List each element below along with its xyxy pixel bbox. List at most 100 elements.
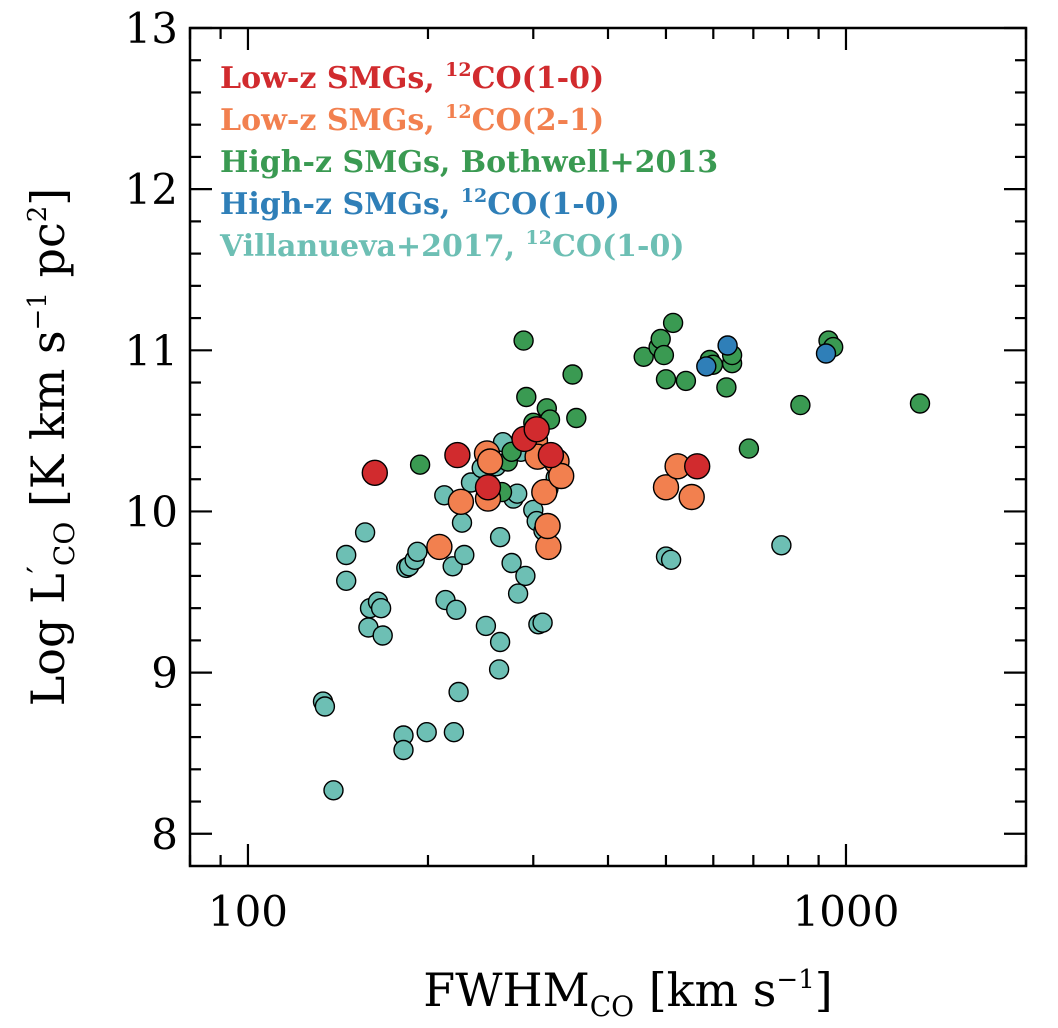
data-point-s1-9 [562,364,583,385]
data-point-s0-4 [336,570,357,591]
data-point-s4-4 [523,416,550,443]
data-point-s4-1 [444,441,471,469]
legend-entry-4: Low-z SMGs, 12CO(1-0) [220,59,604,96]
data-point-s0-5 [354,522,376,543]
data-point-s3-9 [534,512,561,540]
data-point-s0-39 [515,565,536,587]
data-point-s3-7 [531,478,558,506]
data-point-s0-2 [323,780,344,801]
x-tick-label: 1000 [793,887,900,936]
legend-text: High-z SMGs, Bothwell+2013 [220,145,718,180]
data-point-s0-21 [446,599,467,620]
y-label-main: Log L [21,573,75,706]
data-point-s0-10 [372,625,393,646]
data-point-s0-23 [448,681,469,703]
data-point-s0-28 [475,615,497,637]
data-point-s1-0 [409,454,431,475]
y-axis-label: Log L′CO [K km s−1 pc2] [20,188,81,706]
data-point-s3-12 [652,474,680,501]
data-point-s0-24 [451,512,473,533]
data-point-s0-14 [407,541,428,562]
x-label-sub: CO [590,990,634,1023]
axis-labels: FWHMCO [km s−1]Log L′CO [K km s−1 pc2] [20,188,833,1023]
legend-superscript: 12 [445,59,471,81]
legend-text: CO(1-0) [552,229,685,264]
y-tick-label: 9 [151,649,178,698]
data-point-s0-3 [336,544,357,566]
legend-entry-0: Villanueva+2017, 12CO(1-0) [219,227,685,264]
data-point-s3-11 [548,462,575,490]
data-point-s0-34 [501,552,522,574]
x-label-rest: [km s [634,963,776,1017]
x-axis-label: FWHMCO [km s−1] [423,963,832,1023]
data-point-s4-6 [684,453,711,480]
data-point-s3-14 [678,483,705,511]
y-label-prime: ′ [20,566,58,573]
data-point-s0-48 [660,549,682,570]
data-point-s1-15 [655,369,677,390]
data-point-s0-49 [771,535,792,556]
data-point-s0-37 [507,583,529,604]
y-tick-label: 13 [125,4,178,53]
data-point-s1-20 [716,377,737,398]
y-label-sub: CO [48,522,81,566]
y-label-rest: [K km s [21,330,75,521]
data-point-s4-5 [537,441,565,469]
data-point-s1-17 [675,370,697,392]
legend-superscript: 12 [461,185,487,207]
y-label-mid: pc [21,222,75,292]
data-point-s0-31 [489,631,511,653]
legend-superscript: 12 [525,227,551,249]
data-point-s4-0 [361,459,388,486]
y-label-sup1: −1 [23,292,53,330]
data-point-s0-32 [488,659,510,680]
x-label-sup: −1 [776,965,814,995]
data-point-s1-14 [653,344,675,366]
y-label-sup2: 2 [23,206,53,223]
legend-superscript: 12 [445,101,471,123]
legend-entry-2: High-z SMGs, 12CO(1-0) [220,185,620,222]
legend-text: CO(1-0) [487,187,620,222]
data-point-s0-22 [443,722,465,743]
data-point-s0-25 [454,544,475,566]
y-tick-label: 12 [125,165,178,214]
data-point-s1-16 [662,312,684,334]
legend: Low-z SMGs, 12CO(1-0)Low-z SMGs, 12CO(2-… [219,59,718,264]
y-tick-label: 10 [125,487,178,536]
legend-entry-3: Low-z SMGs, 12CO(2-1) [220,101,604,138]
data-point-s3-0 [426,533,453,561]
data-point-s2-2 [815,343,837,364]
x-tick-label: 100 [208,887,288,936]
legend-text: High-z SMGs, [220,187,461,222]
y-label-end: ] [21,188,75,206]
data-point-s1-27 [909,393,931,414]
data-point-s3-1 [447,488,475,515]
x-label-end: ] [815,963,833,1017]
data-point-s0-30 [489,527,511,548]
data-point-s1-11 [633,346,654,367]
data-points [312,312,931,801]
data-point-s1-10 [566,407,587,429]
data-point-s0-1 [314,696,336,717]
data-point-s3-4 [476,448,504,475]
legend-text: Low-z SMGs, [220,61,445,96]
data-point-s1-24 [790,394,811,416]
data-point-s2-1 [717,335,738,356]
legend-text: Villanueva+2017, [219,229,525,264]
y-tick-label: 8 [151,810,178,859]
legend-text: Low-z SMGs, [220,103,445,138]
data-point-s1-5 [516,386,537,408]
data-point-s0-17 [416,722,437,743]
data-point-s0-43 [532,612,553,633]
legend-entry-1: High-z SMGs, Bothwell+2013 [220,145,718,180]
data-point-s0-9 [370,598,392,619]
axis-ticks: 8 9 10 11 12 13 100 1000 [125,4,1028,936]
data-point-s0-16 [393,739,414,761]
x-label-main: FWHM [423,963,589,1017]
data-point-s2-0 [696,356,717,377]
legend-text: CO(2-1) [472,103,605,138]
data-point-s1-4 [513,330,534,351]
y-tick-label: 11 [125,326,178,375]
data-point-s1-23 [738,438,760,459]
